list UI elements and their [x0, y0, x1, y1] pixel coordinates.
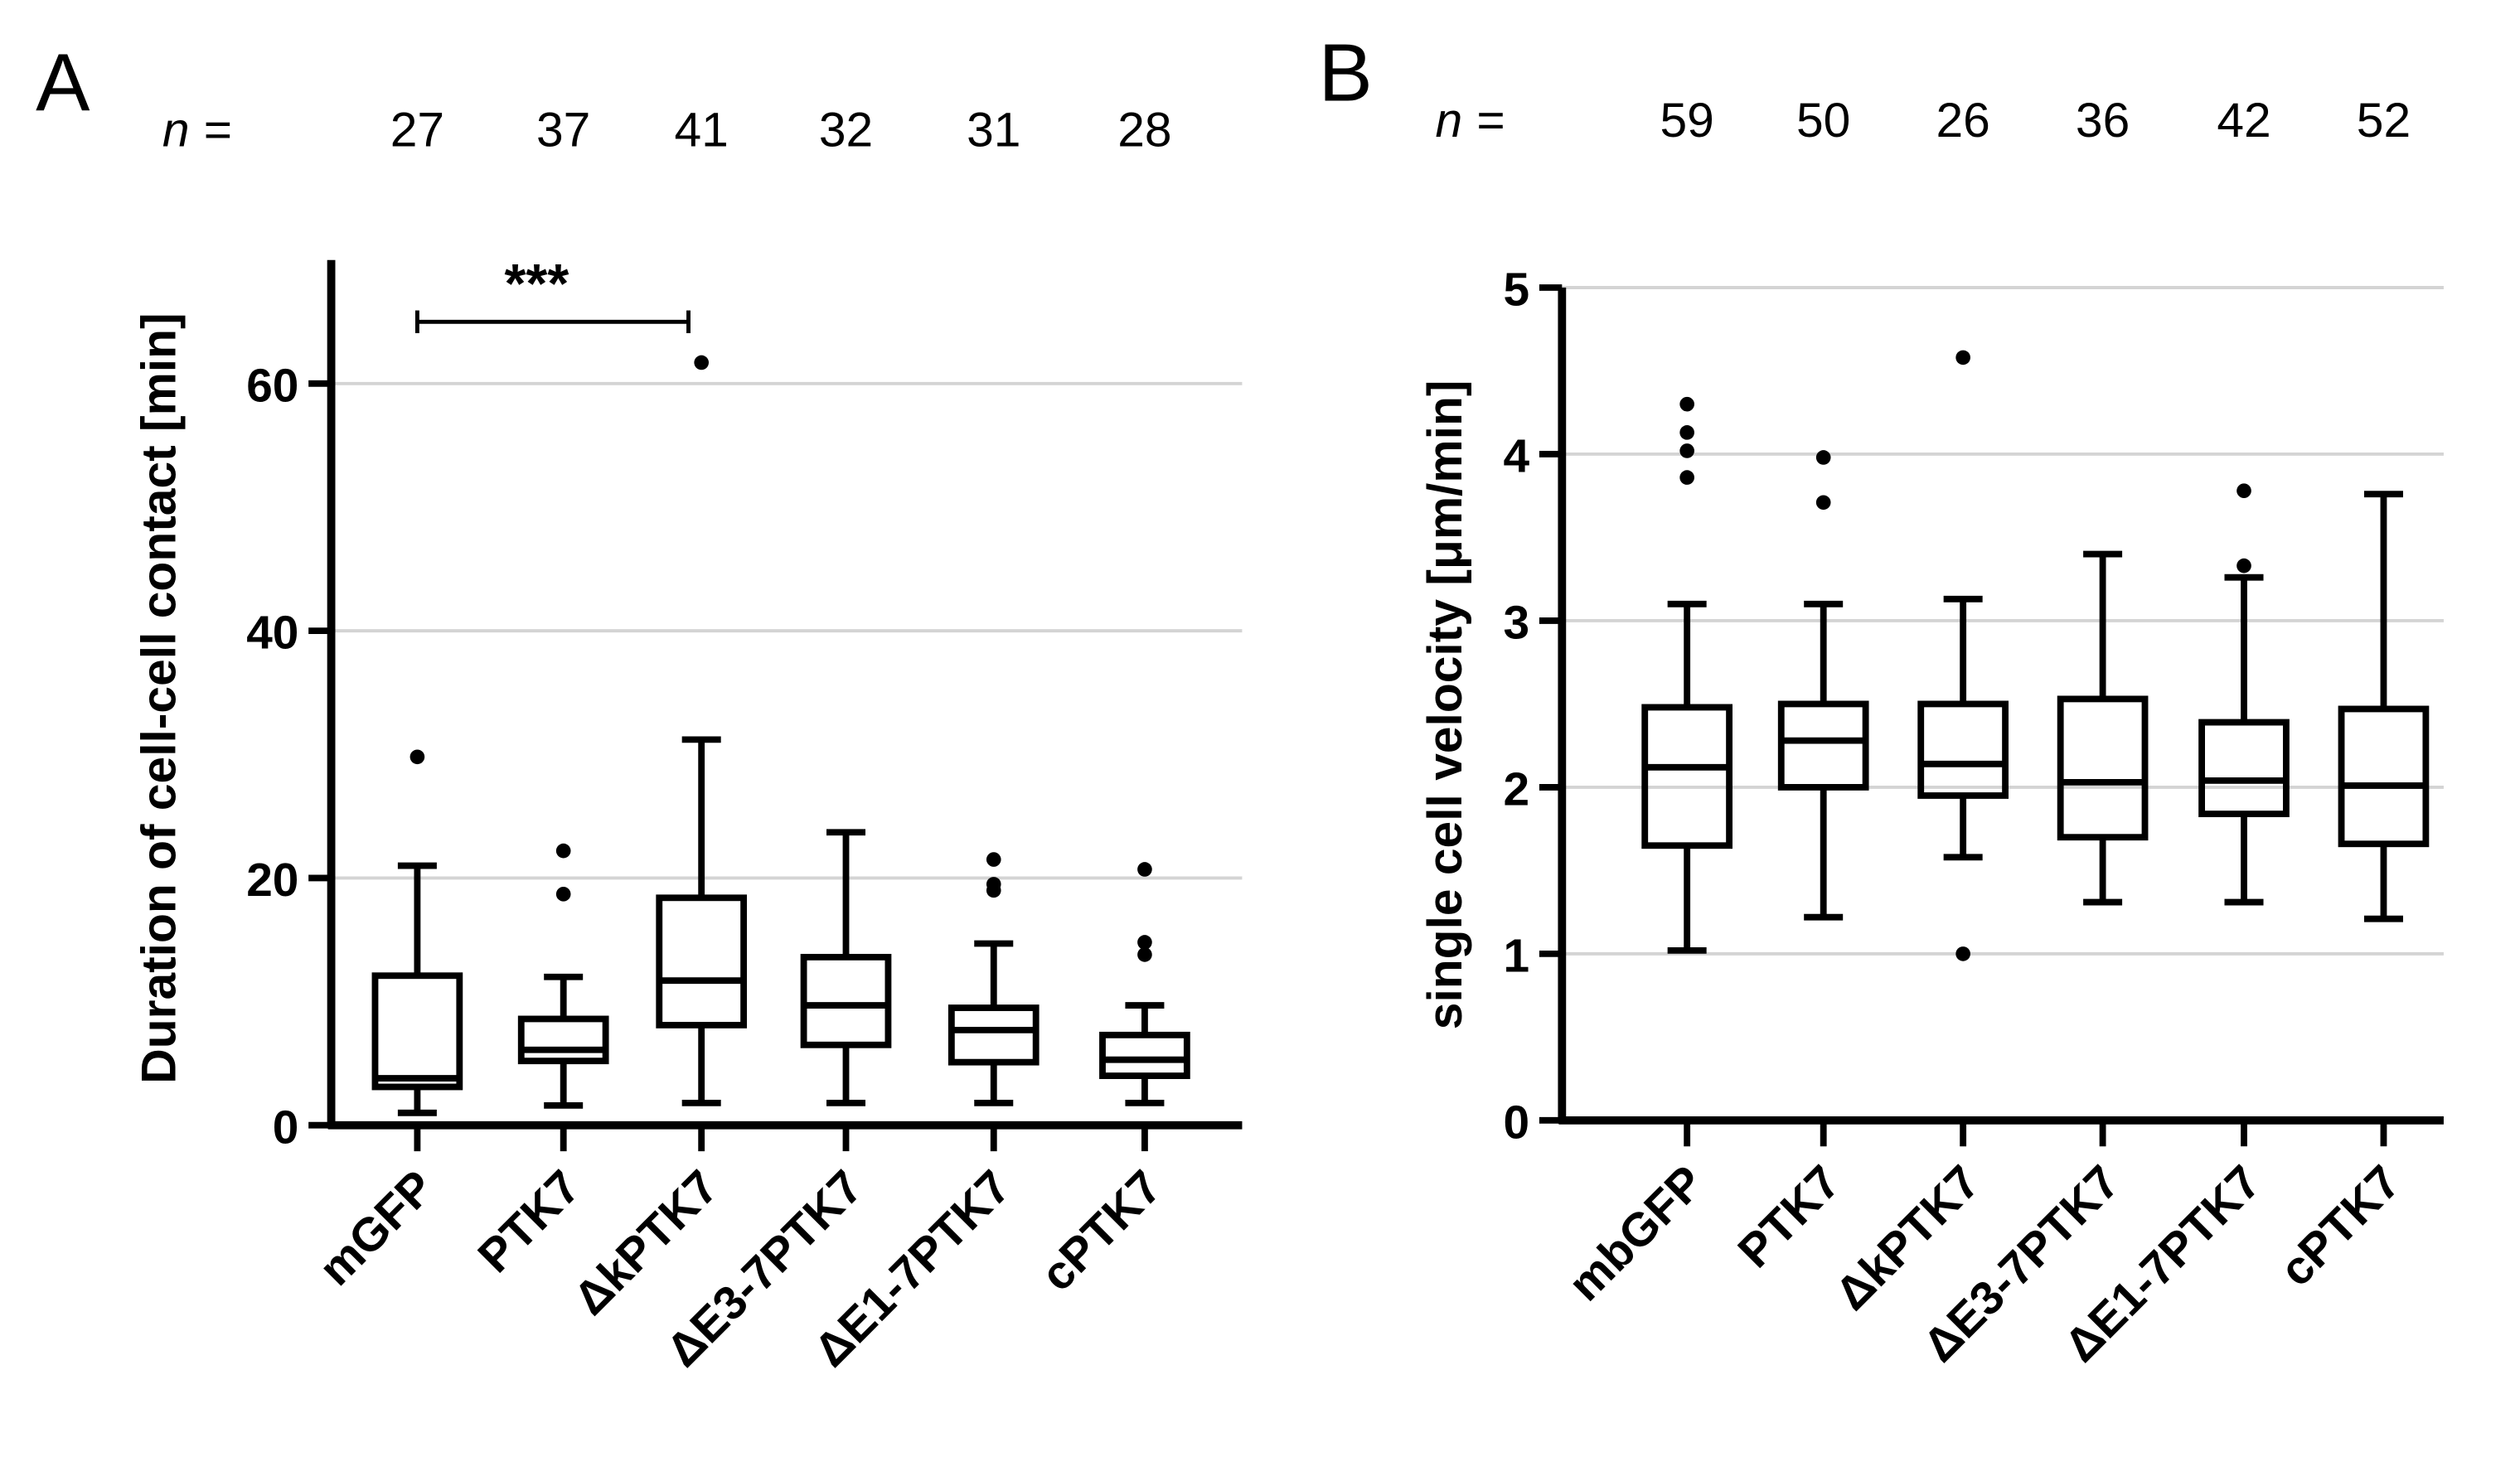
- y-tick-label: 4: [1504, 431, 1530, 483]
- y-tick-label: 3: [1504, 597, 1530, 649]
- n-label-b: n =: [1436, 94, 1505, 148]
- box-iqr: [1641, 704, 1732, 849]
- box-iqr: [2338, 705, 2430, 848]
- outlier-point: [1137, 947, 1152, 962]
- x-tick-label: cPTK7: [2270, 1156, 2411, 1297]
- outlier-point: [555, 887, 571, 902]
- y-tick-label: 60: [246, 360, 298, 412]
- plot-a: 020406027mGFP37PTK741ΔkPTK732ΔE3-7PTK731…: [246, 104, 1243, 1377]
- y-tick-label: 5: [1504, 264, 1530, 317]
- outlier-point: [986, 852, 1001, 867]
- panel-label-b: B: [1319, 27, 1373, 119]
- outlier-point: [2236, 558, 2251, 574]
- box-2: [656, 355, 748, 1152]
- n-value: 42: [2217, 94, 2270, 148]
- outlier-point: [1679, 443, 1694, 458]
- plot-b: 01234559mbGFP50PTK726ΔkPTK736ΔE3-7PTK742…: [1504, 94, 2444, 1372]
- outlier-point: [1955, 350, 1970, 365]
- outlier-point: [1815, 495, 1831, 511]
- box-iqr: [517, 1015, 609, 1065]
- n-value: 50: [1796, 94, 1850, 148]
- box-4: [2198, 483, 2290, 1147]
- box-3: [2057, 550, 2149, 1147]
- y-tick-label: 0: [1504, 1096, 1530, 1149]
- y-axis-label-a: Duration of cell-cell contact [min]: [133, 312, 187, 1083]
- n-value: 52: [2357, 94, 2411, 148]
- outlier-point: [1679, 470, 1694, 485]
- outlier-point: [1137, 862, 1152, 877]
- outlier-point: [694, 355, 709, 370]
- box-3: [800, 829, 892, 1152]
- box-iqr: [1099, 1031, 1190, 1079]
- outlier-point: [986, 877, 1001, 892]
- n-label-a: n =: [162, 104, 231, 157]
- n-value: 28: [1117, 104, 1171, 157]
- outlier-point: [555, 843, 571, 859]
- significance-label: ***: [505, 254, 569, 315]
- x-tick-label: PTK7: [468, 1161, 590, 1283]
- y-axis-label-b: single cell velocity [μm/min]: [1418, 380, 1472, 1030]
- box-iqr: [1777, 700, 1869, 791]
- box-5: [2338, 491, 2430, 1147]
- outlier-point: [1815, 450, 1831, 465]
- outlier-point: [1679, 425, 1694, 440]
- box-iqr: [2057, 695, 2149, 841]
- n-value: 41: [675, 104, 729, 157]
- n-value: 32: [819, 104, 873, 157]
- box-iqr: [371, 972, 463, 1091]
- box-0: [1641, 396, 1732, 1147]
- x-tick-label: mGFP: [309, 1161, 444, 1296]
- y-tick-label: 2: [1504, 763, 1530, 816]
- box-iqr: [1917, 700, 2009, 799]
- box-iqr: [800, 953, 892, 1048]
- box-5: [1099, 862, 1190, 1152]
- n-value: 26: [1936, 94, 1989, 148]
- box-1: [517, 843, 609, 1152]
- y-tick-label: 0: [273, 1101, 299, 1154]
- n-value: 31: [967, 104, 1020, 157]
- box-2: [1917, 350, 2009, 1147]
- outlier-point: [1137, 935, 1152, 950]
- n-value: 59: [1660, 94, 1713, 148]
- outlier-point: [1679, 396, 1694, 412]
- box-iqr: [2198, 719, 2290, 817]
- x-tick-label: mbGFP: [1559, 1156, 1714, 1311]
- y-tick-label: 1: [1504, 930, 1530, 982]
- x-tick-label: PTK7: [1728, 1156, 1850, 1278]
- n-value: 36: [2076, 94, 2130, 148]
- x-tick-label: cPTK7: [1031, 1161, 1172, 1302]
- y-tick-label: 20: [246, 854, 298, 907]
- box-4: [947, 852, 1040, 1152]
- box-iqr: [947, 1004, 1040, 1066]
- outlier-point: [1955, 946, 1970, 961]
- box-iqr: [656, 894, 748, 1028]
- panel-label-a: A: [36, 37, 90, 128]
- n-value: 37: [536, 104, 590, 157]
- box-1: [1777, 450, 1869, 1147]
- n-value: 27: [390, 104, 444, 157]
- outlier-point: [2236, 483, 2251, 499]
- box-0: [371, 749, 463, 1152]
- outlier-point: [410, 749, 425, 765]
- y-tick-label: 40: [246, 607, 298, 660]
